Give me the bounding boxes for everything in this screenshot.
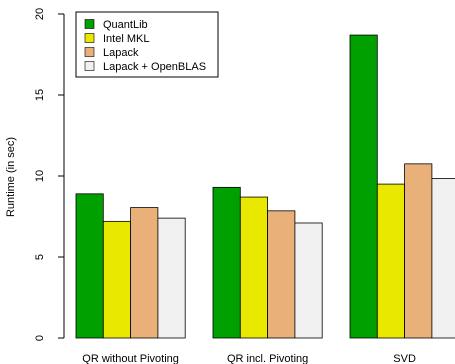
bar-intel-mkl-1 — [239, 196, 269, 339]
legend-label-1: Intel MKL — [103, 33, 149, 45]
y-axis: 0 5 10 15 20 — [34, 8, 65, 341]
bar-lapack-openblas-1 — [294, 222, 323, 339]
x-category-label-1: QR incl. Pivoting — [227, 353, 308, 364]
y-axis-label: Runtime (in sec) — [5, 137, 17, 217]
legend: QuantLib Intel MKL Lapack Lapack + OpenBLAS — [75, 11, 219, 78]
legend-swatch-0 — [84, 19, 95, 29]
legend-swatch-1 — [84, 33, 95, 43]
legend-label-3: Lapack + OpenBLAS — [103, 61, 206, 73]
bar-lapack-1 — [267, 210, 296, 339]
bar-lapack-openblas-2 — [431, 178, 455, 339]
bar-intel-mkl-2 — [376, 183, 405, 339]
legend-swatch-2 — [84, 47, 95, 57]
legend-items: QuantLib Intel MKL Lapack Lapack + OpenBLAS — [84, 19, 206, 73]
y-tick-label-0: 0 — [34, 335, 46, 341]
bars-layer — [75, 34, 455, 339]
y-tick-label-5: 5 — [34, 254, 46, 260]
y-tick-label-15: 15 — [34, 89, 46, 101]
bar-lapack-0 — [130, 207, 159, 339]
x-category-label-0: QR without Pivoting — [82, 353, 179, 364]
bar-lapack-openblas-0 — [157, 217, 186, 339]
bar-quantlib-2 — [349, 34, 378, 339]
y-tick-label-10: 10 — [34, 170, 46, 182]
bar-intel-mkl-0 — [102, 220, 132, 339]
legend-swatch-3 — [84, 61, 95, 71]
legend-box — [75, 11, 219, 78]
bar-lapack-2 — [404, 163, 433, 339]
y-tick-label-20: 20 — [34, 8, 46, 20]
bar-quantlib-1 — [212, 186, 241, 339]
x-category-labels: QR without Pivoting QR incl. Pivoting SVD — [82, 353, 416, 364]
legend-label-2: Lapack — [103, 47, 139, 59]
x-category-label-2: SVD — [393, 353, 416, 364]
bar-quantlib-0 — [75, 193, 104, 339]
legend-label-0: QuantLib — [103, 19, 148, 31]
